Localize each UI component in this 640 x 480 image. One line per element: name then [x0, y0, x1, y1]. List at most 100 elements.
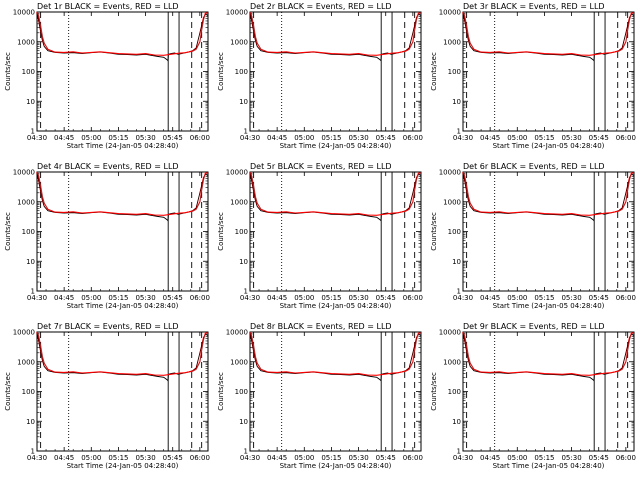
y-tick-label: 10000 [439, 329, 461, 337]
lld-series-line [37, 172, 208, 216]
y-tick-label: 10 [239, 418, 248, 426]
y-tick-label: 1 [457, 448, 461, 456]
y-tick-label: 1 [31, 128, 35, 136]
y-tick-label: 1000 [17, 38, 35, 46]
x-tick-label: 05:00 [294, 454, 314, 462]
x-tick-label: 05:00 [507, 134, 527, 142]
y-tick-label: 10 [452, 98, 461, 106]
x-tick-label: 05:15 [534, 134, 554, 142]
x-tick-label: 04:30 [453, 294, 473, 302]
x-tick-label: 05:30 [135, 294, 155, 302]
x-tick-label: 05:00 [507, 454, 527, 462]
plot-frame [462, 331, 635, 452]
y-tick-label: 10 [26, 258, 35, 266]
x-tick-label: 04:45 [267, 134, 287, 142]
lld-series-line [250, 332, 421, 376]
y-tick-label: 100 [448, 68, 461, 76]
x-tick-label: 05:15 [321, 454, 341, 462]
lld-series-line [463, 12, 634, 56]
y-tick-label: 100 [22, 68, 35, 76]
detector-panel: Det 3r BLACK = Events, RED = LLD 1 10 100 10… [426, 0, 639, 160]
detector-chart: Det 3r BLACK = Events, RED = LLD 1 10 100 10… [430, 2, 636, 150]
x-tick-label: 05:15 [108, 454, 128, 462]
x-tick-label: 04:30 [27, 454, 47, 462]
y-tick-label: 10000 [13, 9, 35, 17]
y-tick-label: 10 [26, 98, 35, 106]
y-tick-label: 1000 [443, 358, 461, 366]
plot-frame [249, 11, 422, 132]
x-tick-label: 04:45 [480, 454, 500, 462]
panel-title: Det 5r BLACK = Events, RED = LLD [250, 162, 392, 171]
y-tick-label: 100 [22, 388, 35, 396]
x-tick-label: 06:00 [616, 294, 636, 302]
x-tick-label: 06:00 [403, 294, 423, 302]
x-tick-label: 05:30 [561, 134, 581, 142]
x-axis-label: Start Time (24-Jan-05 04:28:40) [67, 462, 179, 470]
y-tick-label: 10000 [439, 169, 461, 177]
x-tick-label: 05:15 [534, 294, 554, 302]
y-tick-label: 1 [31, 288, 35, 296]
x-tick-label: 05:45 [589, 454, 609, 462]
x-axis-label: Start Time (24-Jan-05 04:28:40) [280, 302, 392, 310]
x-tick-label: 04:30 [453, 454, 473, 462]
plot-content [463, 12, 634, 131]
detector-panel: Det 2r BLACK = Events, RED = LLD 1 10 100 10… [213, 0, 426, 160]
x-tick-label: 05:45 [163, 454, 183, 462]
x-tick-label: 05:15 [108, 294, 128, 302]
x-tick-label: 04:45 [480, 294, 500, 302]
x-axis-label: Start Time (24-Jan-05 04:28:40) [280, 462, 392, 470]
plot-frame [36, 11, 209, 132]
x-tick-label: 05:30 [561, 294, 581, 302]
y-tick-label: 1000 [443, 198, 461, 206]
x-tick-label: 06:00 [190, 134, 210, 142]
y-tick-label: 100 [448, 388, 461, 396]
y-axis-label: Counts/sec [430, 372, 438, 411]
detector-chart: Det 8r BLACK = Events, RED = LLD 1 10 100 10… [217, 322, 423, 470]
y-axis-label: Counts/sec [4, 212, 12, 251]
detector-chart: Det 1r BLACK = Events, RED = LLD 1 10 100 10… [4, 2, 210, 150]
lld-series-line [463, 172, 634, 216]
x-axis-label: Start Time (24-Jan-05 04:28:40) [493, 142, 605, 150]
plot-content [463, 332, 634, 451]
y-tick-label: 10000 [226, 329, 248, 337]
x-axis-label: Start Time (24-Jan-05 04:28:40) [493, 302, 605, 310]
panel-title: Det 3r BLACK = Events, RED = LLD [463, 2, 605, 11]
plot-frame [249, 171, 422, 292]
detector-chart: Det 7r BLACK = Events, RED = LLD 1 10 100 10… [4, 322, 210, 470]
plot-content [37, 332, 208, 451]
x-tick-label: 05:45 [376, 294, 396, 302]
y-tick-label: 10 [452, 418, 461, 426]
x-tick-label: 04:45 [267, 294, 287, 302]
plot-content [250, 172, 421, 291]
plot-frame [462, 171, 635, 292]
panel-title: Det 9r BLACK = Events, RED = LLD [463, 322, 605, 331]
detector-panel: Det 1r BLACK = Events, RED = LLD 1 10 100 10… [0, 0, 213, 160]
x-tick-label: 05:30 [561, 454, 581, 462]
x-tick-label: 05:30 [348, 454, 368, 462]
x-tick-label: 05:45 [163, 134, 183, 142]
x-axis-label: Start Time (24-Jan-05 04:28:40) [280, 142, 392, 150]
detector-chart: Det 5r BLACK = Events, RED = LLD 1 10 100 10… [217, 162, 423, 310]
detector-panel: Det 5r BLACK = Events, RED = LLD 1 10 100 10… [213, 160, 426, 320]
x-tick-label: 05:00 [294, 134, 314, 142]
y-tick-label: 100 [448, 228, 461, 236]
x-axis-label: Start Time (24-Jan-05 04:28:40) [67, 302, 179, 310]
detector-panel: Det 6r BLACK = Events, RED = LLD 1 10 100 10… [426, 160, 639, 320]
x-tick-label: 06:00 [616, 134, 636, 142]
plot-frame [462, 11, 635, 132]
detector-chart: Det 4r BLACK = Events, RED = LLD 1 10 100 10… [4, 162, 210, 310]
y-tick-label: 1000 [17, 198, 35, 206]
x-tick-label: 04:45 [267, 454, 287, 462]
x-tick-label: 04:30 [240, 294, 260, 302]
x-tick-label: 05:15 [321, 294, 341, 302]
x-tick-label: 05:45 [589, 294, 609, 302]
plot-content [37, 172, 208, 291]
y-tick-label: 1 [244, 128, 248, 136]
plot-content [463, 172, 634, 291]
x-tick-label: 04:45 [54, 294, 74, 302]
y-tick-label: 10 [239, 258, 248, 266]
y-axis-label: Counts/sec [217, 52, 225, 91]
y-tick-label: 100 [22, 228, 35, 236]
y-tick-label: 1000 [230, 38, 248, 46]
